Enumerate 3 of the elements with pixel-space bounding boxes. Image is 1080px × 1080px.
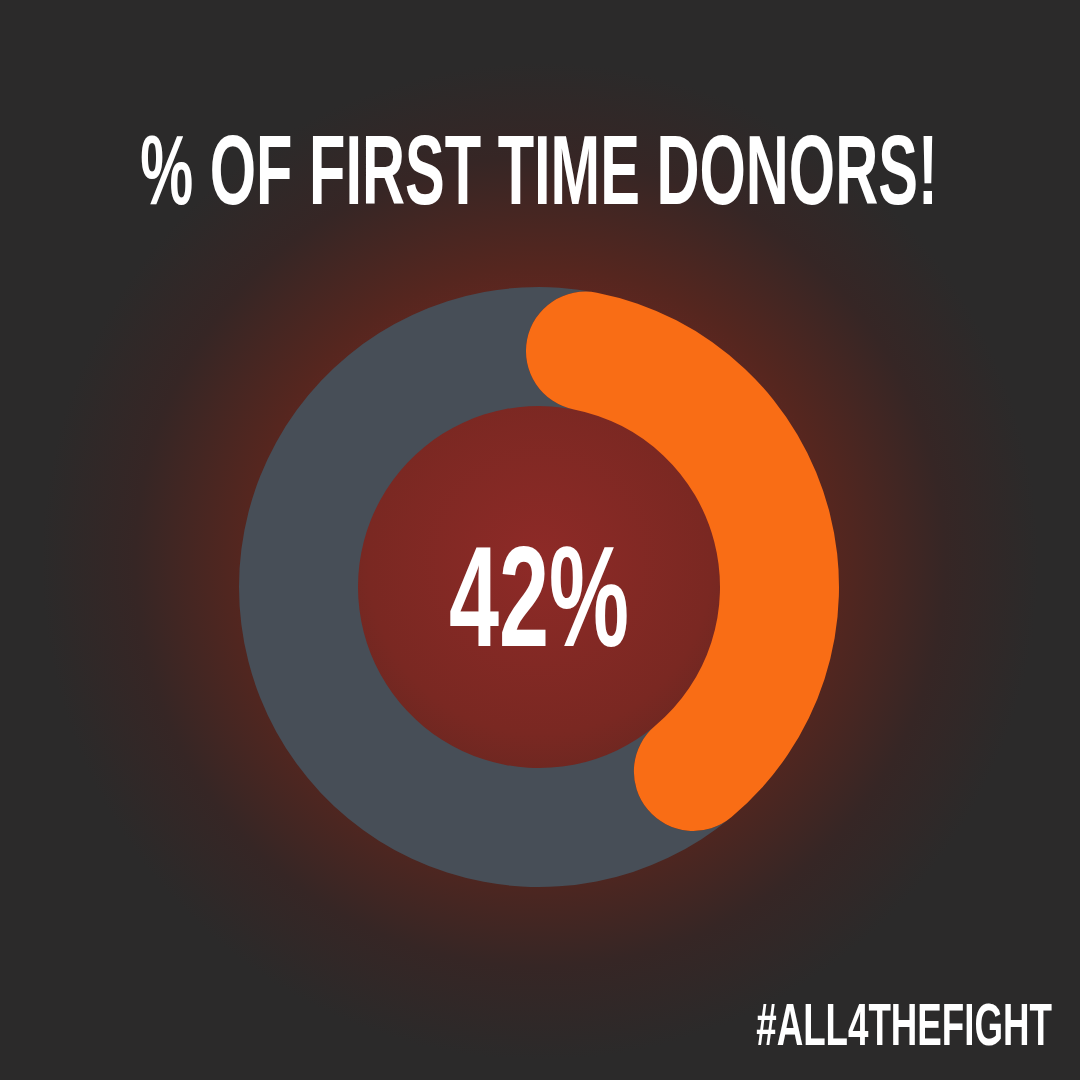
chart-title: % OF FIRST TIME DONORS! (140, 115, 938, 225)
text: #ALL4THEFIGHT (756, 990, 1052, 1059)
text: 42% (448, 517, 630, 676)
